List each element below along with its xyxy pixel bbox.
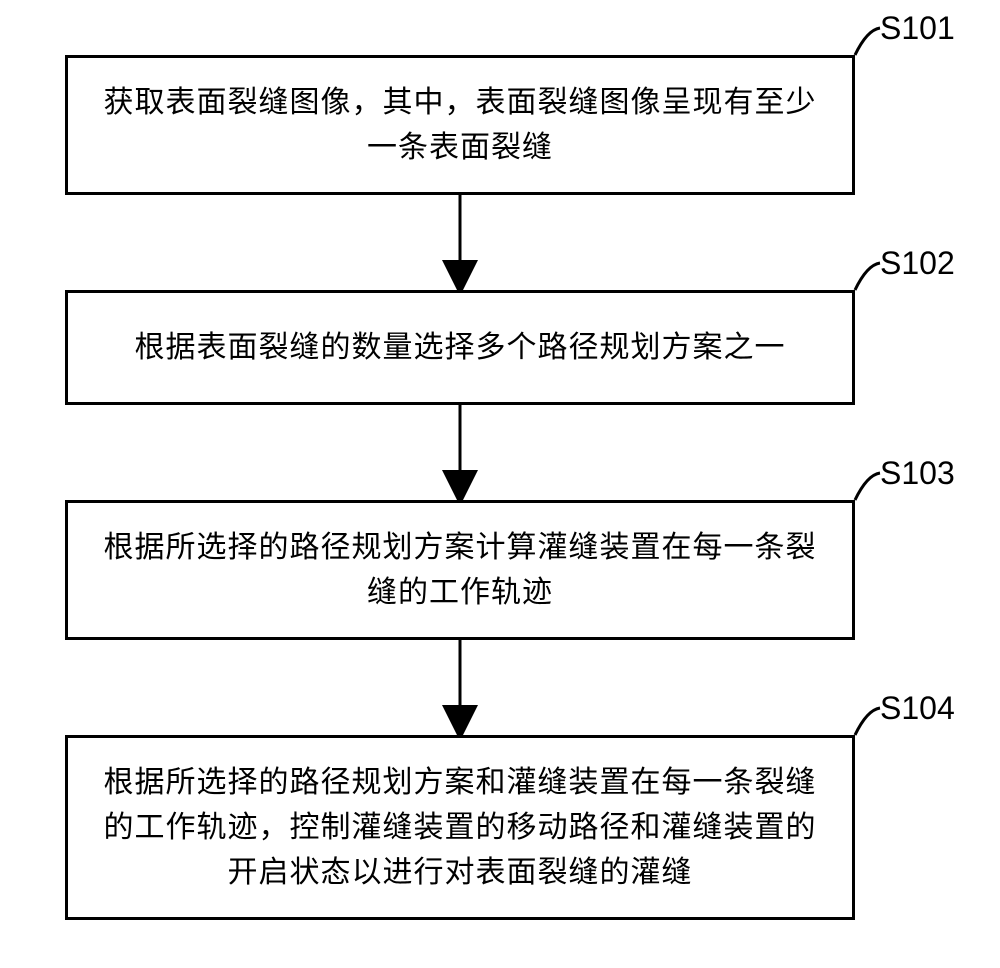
step-label-s101: S101 xyxy=(880,10,955,47)
step-label-s102: S102 xyxy=(880,245,955,282)
flowchart-canvas: S101 获取表面裂缝图像，其中，表面裂缝图像呈现有至少一条表面裂缝 S102 … xyxy=(0,0,1000,968)
step-box-s102: 根据表面裂缝的数量选择多个路径规划方案之一 xyxy=(65,290,855,405)
step-label-s103: S103 xyxy=(880,455,955,492)
step-text-s102: 根据表面裂缝的数量选择多个路径规划方案之一 xyxy=(105,315,816,380)
step-text-s104: 根据所选择的路径规划方案和灌缝装置在每一条裂缝的工作轨迹，控制灌缝装置的移动路径… xyxy=(68,750,852,905)
step-box-s103: 根据所选择的路径规划方案计算灌缝装置在每一条裂缝的工作轨迹 xyxy=(65,500,855,640)
step-text-s101: 获取表面裂缝图像，其中，表面裂缝图像呈现有至少一条表面裂缝 xyxy=(68,70,852,180)
step-text-s103: 根据所选择的路径规划方案计算灌缝装置在每一条裂缝的工作轨迹 xyxy=(68,515,852,625)
step-label-s104: S104 xyxy=(880,690,955,727)
step-box-s104: 根据所选择的路径规划方案和灌缝装置在每一条裂缝的工作轨迹，控制灌缝装置的移动路径… xyxy=(65,735,855,920)
step-box-s101: 获取表面裂缝图像，其中，表面裂缝图像呈现有至少一条表面裂缝 xyxy=(65,55,855,195)
